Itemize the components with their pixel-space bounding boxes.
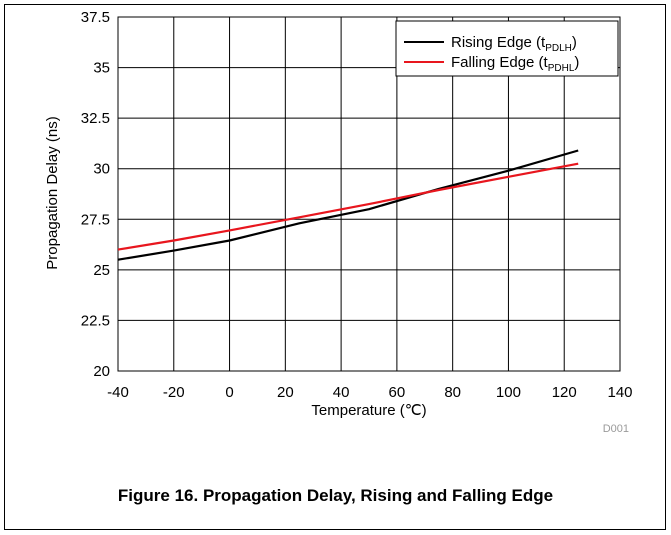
figure-frame bbox=[4, 4, 666, 530]
x-tick-label: 20 bbox=[277, 384, 294, 401]
y-tick-label: 22.5 bbox=[81, 312, 110, 329]
legend-box bbox=[395, 20, 619, 77]
plot-area bbox=[117, 16, 621, 372]
series-line-rising-edge bbox=[117, 149, 579, 261]
y-tick-labels: 20 22.5 25 27.5 30 32.5 35 37.5 bbox=[81, 9, 110, 380]
legend-label-rising-edge: Rising Edge (tPDLH) bbox=[451, 34, 577, 54]
x-tick-label: 40 bbox=[333, 384, 350, 401]
y-tick-label: 37.5 bbox=[81, 9, 110, 26]
x-tick-label: 0 bbox=[225, 384, 233, 401]
y-tick-label: 30 bbox=[93, 161, 110, 178]
x-tick-label: 80 bbox=[444, 384, 461, 401]
y-tick-label: 32.5 bbox=[81, 110, 110, 127]
figure-caption: Figure 16. Propagation Delay, Rising and… bbox=[117, 486, 554, 505]
x-tick-label: 120 bbox=[552, 384, 577, 401]
x-tick-label: 100 bbox=[496, 384, 521, 401]
x-tick-label: 60 bbox=[389, 384, 406, 401]
y-tick-label: 27.5 bbox=[81, 211, 110, 228]
x-tick-label: 140 bbox=[607, 384, 632, 401]
legend: Rising Edge (tPDLH) Falling Edge (tPDHL) bbox=[395, 20, 619, 77]
figure-code: D001 bbox=[603, 423, 629, 435]
y-tick-label: 20 bbox=[93, 363, 110, 380]
series-line-falling-edge bbox=[117, 162, 579, 251]
y-tick-label: 25 bbox=[93, 262, 110, 279]
propagation-delay-chart: -40 -20 0 20 40 60 80 100 120 140 20 22.5 25 27.5 30 3… bbox=[44, 9, 633, 435]
y-axis-title: Propagation Delay (ns) bbox=[44, 116, 61, 269]
series-layer bbox=[117, 149, 579, 261]
x-tick-labels: -40 -20 0 20 40 60 80 100 120 140 bbox=[107, 384, 632, 401]
x-axis-title: Temperature (℃) bbox=[311, 402, 426, 419]
x-tick-label: -40 bbox=[107, 384, 129, 401]
legend-label-falling-edge: Falling Edge (tPDHL) bbox=[451, 54, 579, 74]
y-tick-label: 35 bbox=[93, 60, 110, 77]
x-tick-label: -20 bbox=[163, 384, 185, 401]
